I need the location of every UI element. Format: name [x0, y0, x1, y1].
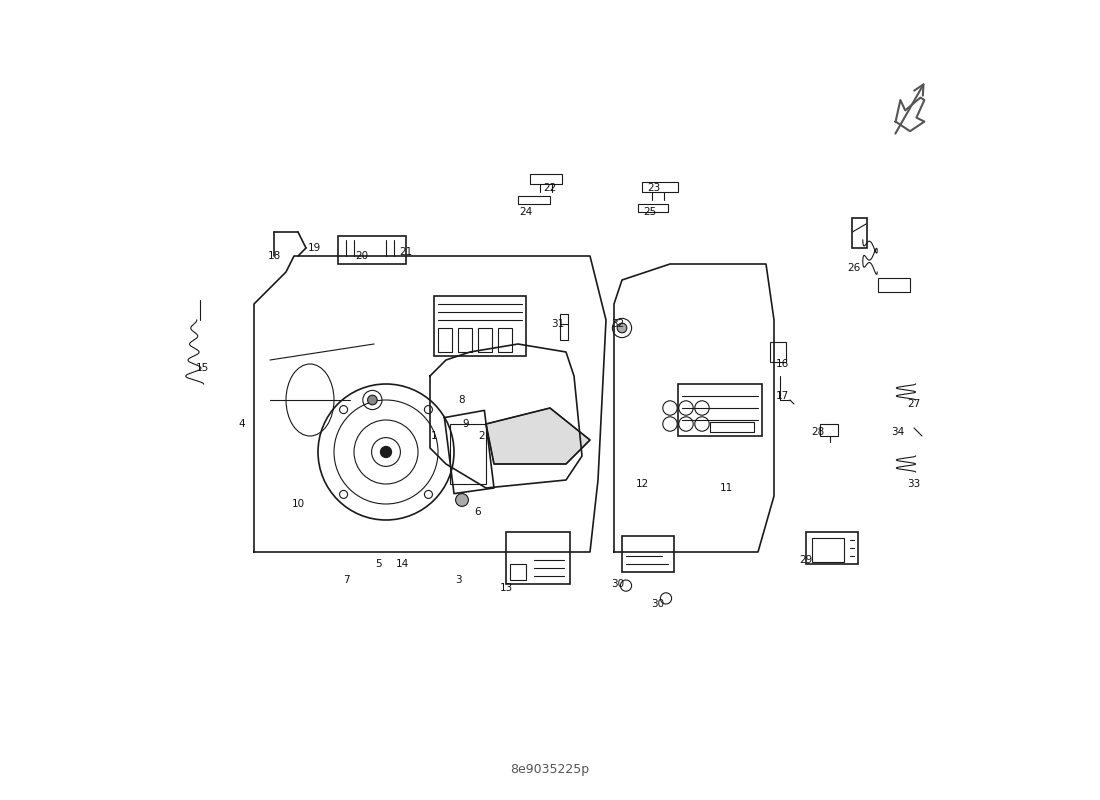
Text: 14: 14 — [395, 559, 408, 569]
Text: 32: 32 — [612, 319, 625, 329]
Text: 28: 28 — [812, 427, 825, 437]
Bar — [852, 218, 867, 248]
Text: 19: 19 — [307, 243, 320, 253]
Text: 9: 9 — [463, 419, 470, 429]
Text: 23: 23 — [648, 183, 661, 193]
Bar — [518, 196, 550, 204]
Text: 1: 1 — [431, 431, 438, 441]
Bar — [450, 424, 486, 484]
Text: 22: 22 — [543, 183, 557, 193]
Text: 4: 4 — [239, 419, 245, 429]
Text: 17: 17 — [776, 391, 789, 401]
FancyArrowPatch shape — [895, 85, 924, 134]
Bar — [478, 328, 493, 352]
Text: 27: 27 — [908, 399, 921, 409]
Bar — [642, 182, 678, 192]
Text: 15: 15 — [196, 363, 209, 373]
Text: 12: 12 — [636, 479, 649, 489]
Text: 29: 29 — [800, 555, 813, 565]
Bar — [878, 278, 910, 292]
Bar — [530, 174, 562, 184]
Bar — [621, 536, 674, 572]
Text: 8: 8 — [459, 395, 465, 405]
Bar — [710, 422, 754, 432]
Text: 25: 25 — [644, 207, 657, 217]
Polygon shape — [486, 408, 590, 464]
Bar — [638, 204, 669, 212]
Text: 7: 7 — [343, 575, 350, 585]
Text: 34: 34 — [891, 427, 904, 437]
Text: 16: 16 — [776, 359, 789, 369]
Circle shape — [455, 494, 469, 506]
Bar — [458, 328, 472, 352]
Ellipse shape — [286, 364, 334, 436]
Bar — [678, 384, 762, 436]
Text: 18: 18 — [267, 251, 280, 261]
Text: 10: 10 — [292, 499, 305, 509]
Text: 33: 33 — [908, 479, 921, 489]
Text: 20: 20 — [355, 251, 368, 261]
Text: 30: 30 — [651, 599, 664, 609]
Text: 31: 31 — [551, 319, 564, 329]
Bar — [510, 564, 526, 580]
Text: 13: 13 — [499, 583, 513, 593]
Bar — [434, 296, 526, 356]
Text: 3: 3 — [454, 575, 461, 585]
Text: 6: 6 — [475, 507, 482, 517]
Bar — [506, 532, 570, 584]
Text: 8e9035225p: 8e9035225p — [510, 763, 590, 776]
Bar — [806, 532, 858, 564]
Bar — [438, 328, 452, 352]
Bar — [560, 314, 568, 340]
Text: 26: 26 — [847, 263, 860, 273]
Circle shape — [381, 446, 392, 458]
Bar — [498, 328, 513, 352]
Text: 5: 5 — [375, 559, 382, 569]
Text: 30: 30 — [612, 579, 625, 589]
Bar — [770, 342, 786, 362]
Text: 2: 2 — [478, 431, 485, 441]
Text: 24: 24 — [519, 207, 532, 217]
Bar — [812, 538, 844, 562]
Text: 11: 11 — [719, 483, 733, 493]
Circle shape — [617, 323, 627, 333]
Bar — [338, 236, 406, 264]
Circle shape — [367, 395, 377, 405]
Text: 21: 21 — [399, 247, 412, 257]
Bar — [821, 424, 838, 436]
